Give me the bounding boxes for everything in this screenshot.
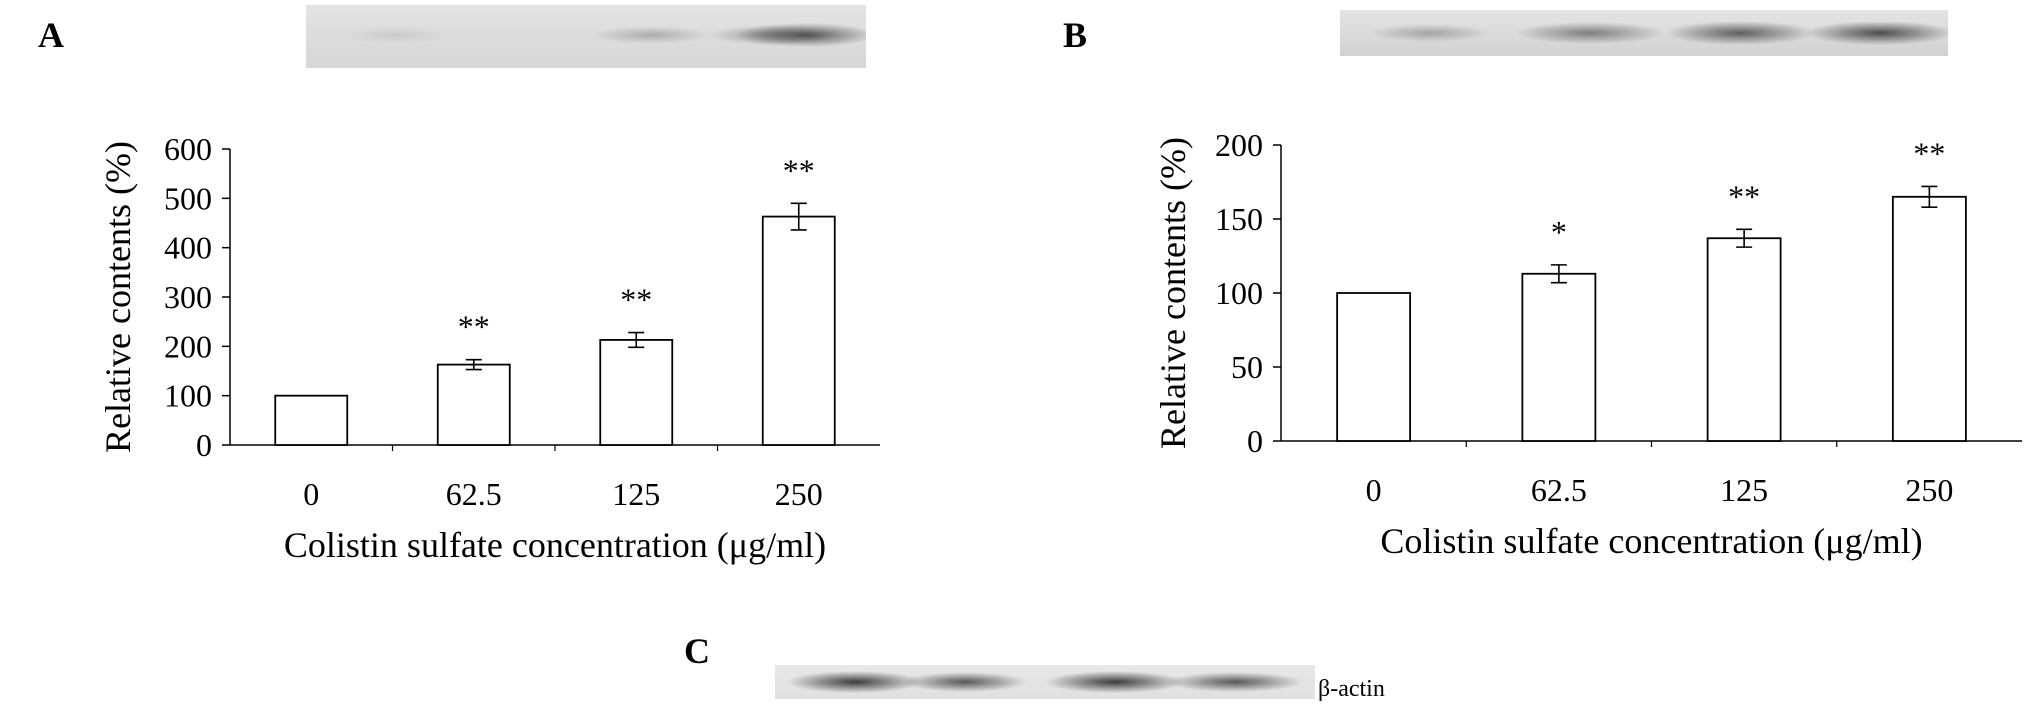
blot-strip-b [1340, 10, 1948, 56]
chart-b-y-tick-label: 0 [1247, 423, 1263, 459]
chart-a-bar [599, 339, 674, 446]
panel-label-b: B [1063, 15, 1088, 55]
chart-a-y-tick-label: 0 [196, 427, 212, 463]
chart-b-bar [1521, 272, 1597, 442]
chart-a-significance: ** [620, 282, 652, 318]
chart-b-significance: * [1551, 214, 1567, 250]
chart-a-y-tick-label: 300 [164, 279, 212, 315]
blot-strip-a [306, 5, 866, 68]
chart-a-significance: ** [458, 309, 490, 345]
chart-b-y-tick-label: 200 [1215, 127, 1263, 163]
chart-b-y-tick-label: 50 [1231, 349, 1263, 385]
chart-a-bar [761, 215, 836, 446]
chart-b-significance: ** [1728, 178, 1760, 214]
chart-b-x-axis-label: Colistin sulfate concentration (μg/ml) [1380, 521, 1922, 561]
chart-a-y-tick-label: 200 [164, 328, 212, 364]
chart-b-bar [1336, 292, 1412, 442]
chart-a-x-tick-label: 0 [303, 476, 319, 512]
chart-b-bar [1706, 237, 1782, 442]
chart-a-y-tick-label: 100 [164, 378, 212, 414]
chart-a-bar [274, 394, 349, 446]
panel-label-c: C [684, 631, 710, 671]
chart-a: 0 100 200 300 400 500 600 0 ** 62.5 ** 125 ** 250 Coli… [98, 131, 880, 565]
chart-a-x-tick-label: 125 [612, 476, 660, 512]
chart-a-x-tick-label: 250 [775, 476, 823, 512]
chart-a-y-tick-label: 500 [164, 180, 212, 216]
chart-a-y-axis-label: Relative contents (%) [98, 141, 138, 453]
chart-a-significance: ** [783, 152, 815, 188]
chart-a-y-tick-label: 600 [164, 131, 212, 167]
chart-b-y-axis-label: Relative contents (%) [1153, 137, 1193, 449]
chart-b-bar [1891, 195, 1967, 442]
chart-a-y-tick-label: 400 [164, 230, 212, 266]
chart-b-y-tick-label: 150 [1215, 201, 1263, 237]
chart-b-significance: ** [1913, 135, 1945, 171]
chart-a-x-tick-label: 62.5 [446, 476, 502, 512]
chart-b: 0 50 100 150 200 0 * 62.5 ** 125 ** 250 Colistin sul… [1153, 127, 2022, 561]
chart-b-x-tick-label: 62.5 [1531, 472, 1587, 508]
panel-label-a: A [38, 15, 64, 55]
chart-a-bar [436, 363, 511, 446]
chart-b-y-tick-label: 100 [1215, 275, 1263, 311]
chart-a-x-axis-label: Colistin sulfate concentration (μg/ml) [284, 525, 826, 565]
blot-label-beta-actin: β-actin [1318, 676, 1385, 702]
chart-b-plot: 0 50 100 150 200 0 * 62.5 ** 125 ** 250 Colistin sul… [1153, 127, 2022, 561]
blot-strip-c [775, 665, 1315, 699]
chart-b-x-tick-label: 250 [1905, 472, 1953, 508]
chart-a-plot: 0 100 200 300 400 500 600 0 ** 62.5 ** 125 ** 250 Coli… [98, 131, 880, 565]
chart-b-x-tick-label: 125 [1720, 472, 1768, 508]
chart-b-x-tick-label: 0 [1366, 472, 1382, 508]
